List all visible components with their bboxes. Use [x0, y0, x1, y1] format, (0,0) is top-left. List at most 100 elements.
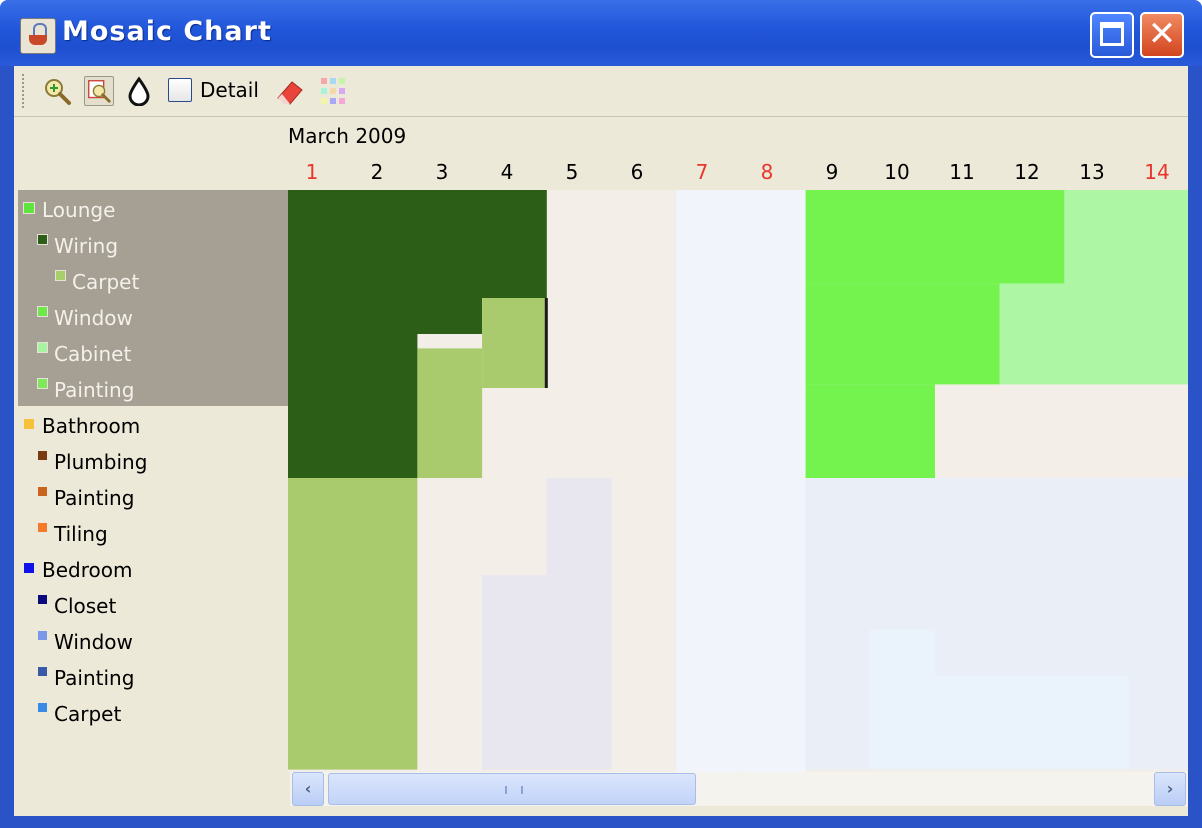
task-color-icon: [38, 487, 47, 496]
day-label: 11: [949, 160, 975, 184]
mosaic-block-bedroom[interactable]: [935, 676, 1130, 770]
horizontal-scrollbar[interactable]: ‹ ›: [290, 772, 1188, 806]
mosaic-block-window[interactable]: [805, 190, 1065, 284]
weekend-column: [676, 190, 741, 772]
task-label: Painting: [54, 486, 135, 510]
task-label: Tiling: [54, 522, 108, 546]
window-title: Mosaic Chart: [62, 16, 272, 47]
selection-highlight: [18, 190, 288, 406]
drop-icon[interactable]: [124, 76, 154, 106]
task-color-icon: [38, 523, 47, 532]
detail-checkbox[interactable]: [168, 78, 192, 102]
palette-icon[interactable]: [318, 76, 348, 106]
task-color-icon: [24, 419, 34, 429]
task-label: Bedroom: [42, 558, 133, 582]
detail-label[interactable]: Detail: [200, 78, 259, 102]
mosaic-block-lounge[interactable]: [288, 334, 418, 478]
day-label: 1: [305, 160, 319, 184]
day-label: 13: [1079, 160, 1105, 184]
tree-row-painting[interactable]: Painting: [18, 660, 288, 696]
task-label: Window: [54, 630, 133, 654]
zoom-in-icon[interactable]: [42, 76, 72, 106]
thumb-grip-icon: [505, 786, 523, 794]
tree-row-painting[interactable]: Painting: [18, 372, 288, 408]
mosaic-block-bedroom[interactable]: [482, 575, 547, 770]
eraser-icon[interactable]: [274, 76, 308, 106]
tree-row-closet[interactable]: Closet: [18, 588, 288, 624]
mosaic-block-lounge[interactable]: [288, 190, 547, 298]
mosaic-block-carpet[interactable]: [417, 348, 483, 478]
day-label: 2: [370, 160, 384, 184]
mosaic-canvas[interactable]: [288, 190, 1188, 772]
tree-row-carpet[interactable]: Carpet: [18, 264, 288, 300]
task-label: Painting: [54, 378, 135, 402]
day-label: 6: [630, 160, 644, 184]
tree-row-window[interactable]: Window: [18, 624, 288, 660]
task-color-icon: [38, 343, 47, 352]
day-label: 5: [565, 160, 579, 184]
task-color-icon: [38, 595, 47, 604]
weekend-column: [740, 190, 806, 772]
close-button[interactable]: ✕: [1140, 12, 1184, 58]
task-color-icon: [38, 703, 47, 712]
tree-row-carpet[interactable]: Carpet: [18, 696, 288, 732]
task-label: Plumbing: [54, 450, 148, 474]
task-label: Wiring: [54, 234, 119, 258]
task-color-icon: [38, 631, 47, 640]
maximize-button[interactable]: [1090, 12, 1134, 58]
title-bar[interactable]: Mosaic Chart ✕: [0, 0, 1202, 66]
tree-row-bathroom[interactable]: Bathroom: [18, 408, 288, 444]
mosaic-block-cabinet[interactable]: [999, 283, 1188, 385]
mosaic-block-lounge[interactable]: [288, 298, 483, 334]
task-label: Painting: [54, 666, 135, 690]
zoom-out-icon[interactable]: [84, 76, 114, 106]
day-label: 8: [760, 160, 774, 184]
mosaic-block-cabinet[interactable]: [1064, 190, 1188, 284]
task-color-icon: [56, 271, 65, 280]
status-strip: [14, 806, 1188, 816]
tree-row-tiling[interactable]: Tiling: [18, 516, 288, 552]
toolbar-grip[interactable]: [22, 74, 28, 108]
task-color-icon: [24, 203, 34, 213]
day-label: 12: [1014, 160, 1040, 184]
mosaic-block-carpet[interactable]: [482, 298, 547, 388]
scroll-right-icon: ›: [1166, 779, 1174, 798]
tree-row-plumbing[interactable]: Plumbing: [18, 444, 288, 480]
task-label: Closet: [54, 594, 117, 618]
task-color-icon: [38, 451, 47, 460]
task-color-icon: [38, 235, 47, 244]
mosaic-block-carpet[interactable]: [288, 478, 418, 770]
task-color-icon: [24, 563, 34, 573]
mosaic-block-bedroom[interactable]: [546, 478, 612, 770]
tree-row-window[interactable]: Window: [18, 300, 288, 336]
close-icon: ✕: [1147, 14, 1177, 54]
task-label: Carpet: [54, 702, 122, 726]
day-label: 9: [825, 160, 839, 184]
tree-row-cabinet[interactable]: Cabinet: [18, 336, 288, 372]
tree-row-bedroom[interactable]: Bedroom: [18, 552, 288, 588]
task-label: Bathroom: [42, 414, 141, 438]
day-label: 14: [1144, 160, 1170, 184]
task-label: Cabinet: [54, 342, 132, 366]
mosaic-block-window[interactable]: [805, 283, 1000, 385]
tree-row-painting[interactable]: Painting: [18, 480, 288, 516]
task-color-icon: [38, 667, 47, 676]
scroll-right-button[interactable]: ›: [1154, 772, 1186, 806]
mosaic-chart[interactable]: [288, 190, 1188, 772]
tree-row-lounge[interactable]: Lounge: [18, 192, 288, 228]
tree-row-wiring[interactable]: Wiring: [18, 228, 288, 264]
scrollbar-thumb[interactable]: [328, 773, 696, 805]
client-area: Detail March 2009 1 2 3 4 5 6 7 8 9 10 11 12 13 14: [14, 66, 1188, 816]
mosaic-block-bedroom[interactable]: [870, 629, 935, 770]
task-label: Window: [54, 306, 133, 330]
scroll-left-button[interactable]: ‹: [292, 772, 324, 806]
task-label: Lounge: [42, 198, 116, 222]
task-label: Carpet: [72, 270, 140, 294]
day-label: 4: [500, 160, 514, 184]
mosaic-block-window[interactable]: [805, 384, 935, 478]
calendar-header: March 2009 1 2 3 4 5 6 7 8 9 10 11 12 13 14: [288, 118, 1188, 190]
block-edge-marker: [544, 298, 548, 388]
task-tree: Lounge Wiring Carpet Window Cabinet Painting B…: [18, 190, 288, 770]
toolbar: Detail: [14, 66, 1188, 117]
